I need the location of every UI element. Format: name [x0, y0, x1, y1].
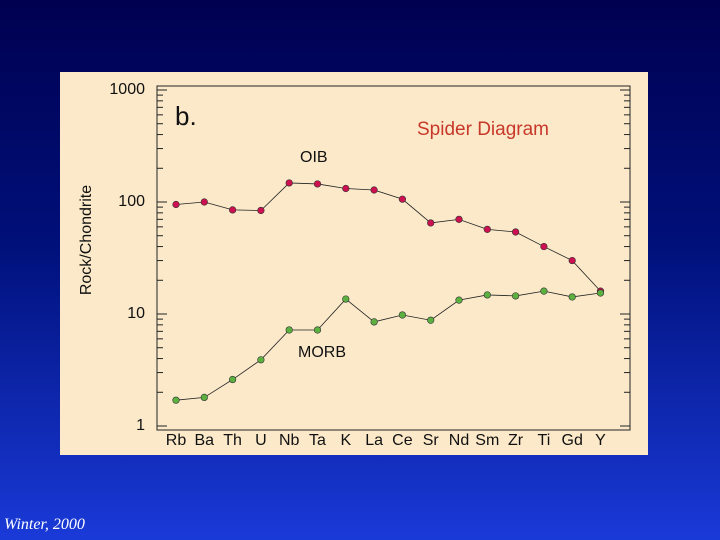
- data-point: [342, 295, 350, 303]
- data-point: [285, 179, 293, 187]
- x-tick-label: Gd: [562, 432, 583, 449]
- x-tick-label: Sr: [423, 432, 440, 449]
- series-line: [175, 290, 601, 401]
- x-tick-label: Ce: [392, 432, 413, 449]
- data-point: [285, 326, 293, 334]
- panel-label: b.: [175, 101, 197, 131]
- x-tick-label: La: [365, 432, 383, 449]
- series-label: OIB: [300, 149, 328, 166]
- data-point: [512, 292, 520, 300]
- data-point: [455, 296, 463, 304]
- data-point: [427, 316, 435, 324]
- x-tick-label: Ta: [309, 432, 326, 449]
- series-line: [175, 182, 601, 292]
- y-axis-label: Rock/Chondrite: [78, 185, 95, 295]
- data-point: [313, 326, 322, 334]
- data-point: [257, 206, 265, 215]
- data-point: [200, 393, 208, 402]
- data-point: [229, 375, 237, 384]
- x-tick-label: Th: [223, 432, 242, 449]
- x-tick-label: Ti: [538, 432, 551, 449]
- data-point: [483, 291, 491, 299]
- x-tick-label: Nb: [279, 432, 300, 449]
- data-point: [512, 228, 520, 236]
- x-tick-label: Nd: [449, 432, 469, 449]
- data-point: [540, 287, 548, 295]
- chart-panel: b. Spider Diagram Rock/Chondrite 1 10 100 1…: [60, 72, 648, 455]
- x-tick-label: Rb: [166, 432, 187, 449]
- data-point: [455, 215, 463, 223]
- data-point: [540, 242, 548, 251]
- x-tick-label: Sm: [475, 432, 499, 449]
- y-tick-label: 100: [118, 193, 145, 210]
- x-tick-label: Y: [595, 432, 606, 449]
- data-point: [398, 195, 407, 203]
- x-tick-label: K: [340, 432, 351, 449]
- data-point: [427, 219, 435, 227]
- chart: b. Spider Diagram Rock/Chondrite 1 10 100 1…: [78, 81, 631, 449]
- x-tick-label: Zr: [508, 432, 524, 449]
- x-tick-label: Ba: [195, 432, 215, 449]
- x-tick-label: U: [255, 432, 267, 449]
- data-point: [257, 356, 265, 364]
- y-tick-label: 10: [127, 305, 145, 322]
- series-label: MORB: [298, 344, 346, 361]
- y-tick-label: 1: [136, 417, 145, 434]
- data-point: [568, 293, 576, 301]
- data-point: [568, 256, 576, 265]
- data-point: [398, 311, 407, 319]
- data-point: [172, 396, 180, 404]
- data-point: [342, 184, 350, 193]
- data-point: [370, 318, 378, 326]
- chart-title: Spider Diagram: [417, 119, 549, 140]
- data-point: [596, 289, 605, 297]
- data-point: [200, 198, 208, 206]
- data-point: [483, 225, 491, 233]
- source-note: Winter, 2000: [4, 516, 85, 533]
- y-tick-label: 1000: [109, 81, 145, 98]
- data-point: [172, 200, 180, 209]
- data-point: [313, 180, 322, 188]
- data-point: [229, 206, 237, 214]
- plot-frame: [156, 85, 631, 431]
- data-point: [370, 186, 378, 194]
